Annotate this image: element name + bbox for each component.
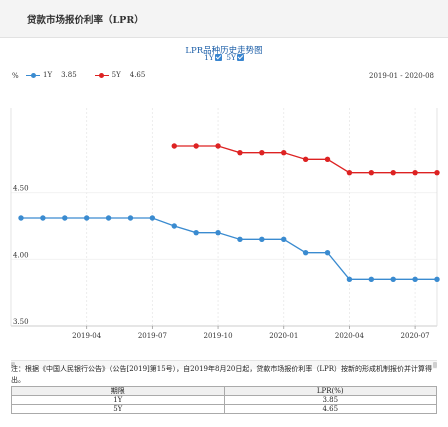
legend-item-5y[interactable]: 5Y 4.65: [94, 71, 146, 79]
data-point-1y: [412, 276, 418, 283]
data-point-5y: [346, 169, 353, 176]
x-tick-label: 2019-10: [204, 332, 233, 340]
date-range: 2019-01 - 2020-08: [369, 72, 434, 80]
legend: 1Y 3.85 5Y 4.65: [26, 71, 163, 79]
data-point-1y: [324, 249, 331, 256]
legend-item-1y[interactable]: 1Y 3.85: [26, 71, 77, 79]
unit-label: %: [12, 72, 19, 80]
data-point-1y: [193, 229, 199, 236]
checkbox-checked-icon[interactable]: [214, 54, 222, 61]
data-point-1y: [237, 236, 243, 243]
legend-series-value: 4.65: [129, 71, 146, 79]
checkbox-checked-icon[interactable]: [236, 54, 244, 61]
data-point-1y: [281, 236, 287, 243]
x-tick-label: 2020-01: [269, 332, 298, 340]
data-point-1y: [368, 276, 375, 283]
table-row: 1Y 3.85: [11, 395, 437, 405]
data-point-5y: [434, 169, 440, 176]
table-header-row: 期限 LPR(%): [11, 386, 437, 396]
table-header-value: LPR(%): [223, 386, 437, 396]
data-point-1y: [259, 236, 265, 243]
series-filter: 1Y 5Y: [0, 53, 448, 62]
table-header-term: 期限: [11, 386, 225, 396]
data-point-5y: [215, 143, 221, 149]
legend-series-value: 3.85: [61, 71, 77, 79]
y-tick-label: 3.50: [13, 318, 29, 326]
x-tick-label: 2020-07: [401, 332, 430, 340]
lpr-chart-panel: LPR品种历史走势图 1Y 5Y % 1Y 3.85 5Y 4.65 2019-…: [0, 38, 448, 369]
filter-1y-label: 1Y: [204, 53, 214, 62]
range-scrollbar[interactable]: [11, 360, 437, 369]
data-point-5y: [324, 156, 331, 163]
table-cell-term: 1Y: [11, 395, 225, 405]
legend-line-marker-icon: [94, 71, 109, 79]
data-point-5y: [237, 149, 243, 156]
data-point-5y: [281, 149, 287, 156]
data-point-5y: [412, 169, 418, 176]
data-point-1y: [434, 276, 440, 283]
data-point-1y: [18, 215, 24, 221]
data-point-1y: [346, 276, 353, 283]
legend-series-name: 5Y: [111, 71, 121, 79]
table-row: 5Y 4.65: [11, 404, 437, 414]
page-header: 贷款市场报价利率（LPR）: [0, 0, 448, 38]
data-point-1y: [215, 229, 221, 236]
filter-1y[interactable]: 1Y: [204, 53, 222, 62]
table-cell-value: 3.85: [223, 395, 437, 405]
data-point-1y: [171, 223, 177, 229]
x-tick-label: 2019-04: [72, 332, 102, 340]
lpr-table: 期限 LPR(%) 1Y 3.85 5Y 4.65: [11, 386, 437, 414]
data-point-1y: [149, 215, 156, 221]
data-point-1y: [62, 215, 68, 221]
data-point-5y: [302, 156, 309, 163]
x-tick-label: 2020-04: [335, 332, 365, 340]
data-point-1y: [105, 215, 112, 221]
chart-title: LPR品种历史走势图: [185, 46, 263, 56]
data-point-1y: [302, 249, 309, 256]
line-chart: 3.50 4.00 4.50 2019-04 2019-07 2019-10 2020-01…: [10, 108, 440, 340]
footnote: 注：根据《中国人民银行公告》（公告[2019]第15号），自2019年8月20日…: [11, 365, 432, 384]
range-handle-left[interactable]: [11, 362, 15, 368]
data-point-1y: [40, 215, 46, 221]
data-point-5y: [171, 143, 177, 149]
page-title: 贷款市场报价利率（LPR）: [27, 15, 144, 26]
series-line-1y: [21, 217, 437, 280]
data-point-5y: [259, 149, 265, 156]
data-point-1y: [83, 215, 90, 221]
x-tick-label: 2019-07: [138, 332, 167, 340]
filter-5y-label: 5Y: [226, 53, 236, 62]
table-cell-term: 5Y: [11, 404, 225, 414]
y-tick-label: 4.50: [13, 185, 29, 193]
y-tick-label: 4.00: [13, 251, 29, 259]
data-point-5y: [390, 169, 396, 176]
data-point-5y: [368, 169, 375, 176]
legend-series-name: 1Y: [43, 71, 53, 79]
range-handle-right[interactable]: [433, 362, 437, 368]
data-point-5y: [193, 143, 199, 149]
table-cell-value: 4.65: [223, 404, 437, 414]
legend-line-marker-icon: [26, 71, 40, 79]
data-point-1y: [390, 276, 396, 283]
filter-5y[interactable]: 5Y: [226, 53, 244, 62]
data-point-1y: [127, 215, 134, 221]
